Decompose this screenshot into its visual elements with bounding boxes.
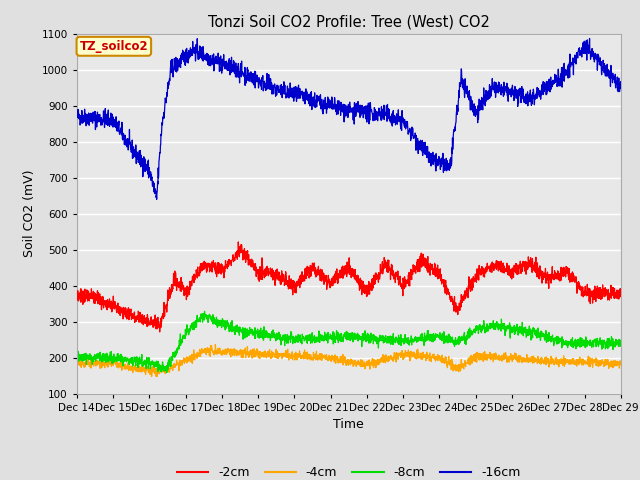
Text: TZ_soilco2: TZ_soilco2 <box>79 40 148 53</box>
Y-axis label: Soil CO2 (mV): Soil CO2 (mV) <box>23 170 36 257</box>
Legend: -2cm, -4cm, -8cm, -16cm: -2cm, -4cm, -8cm, -16cm <box>172 461 526 480</box>
X-axis label: Time: Time <box>333 418 364 431</box>
Title: Tonzi Soil CO2 Profile: Tree (West) CO2: Tonzi Soil CO2 Profile: Tree (West) CO2 <box>208 15 490 30</box>
